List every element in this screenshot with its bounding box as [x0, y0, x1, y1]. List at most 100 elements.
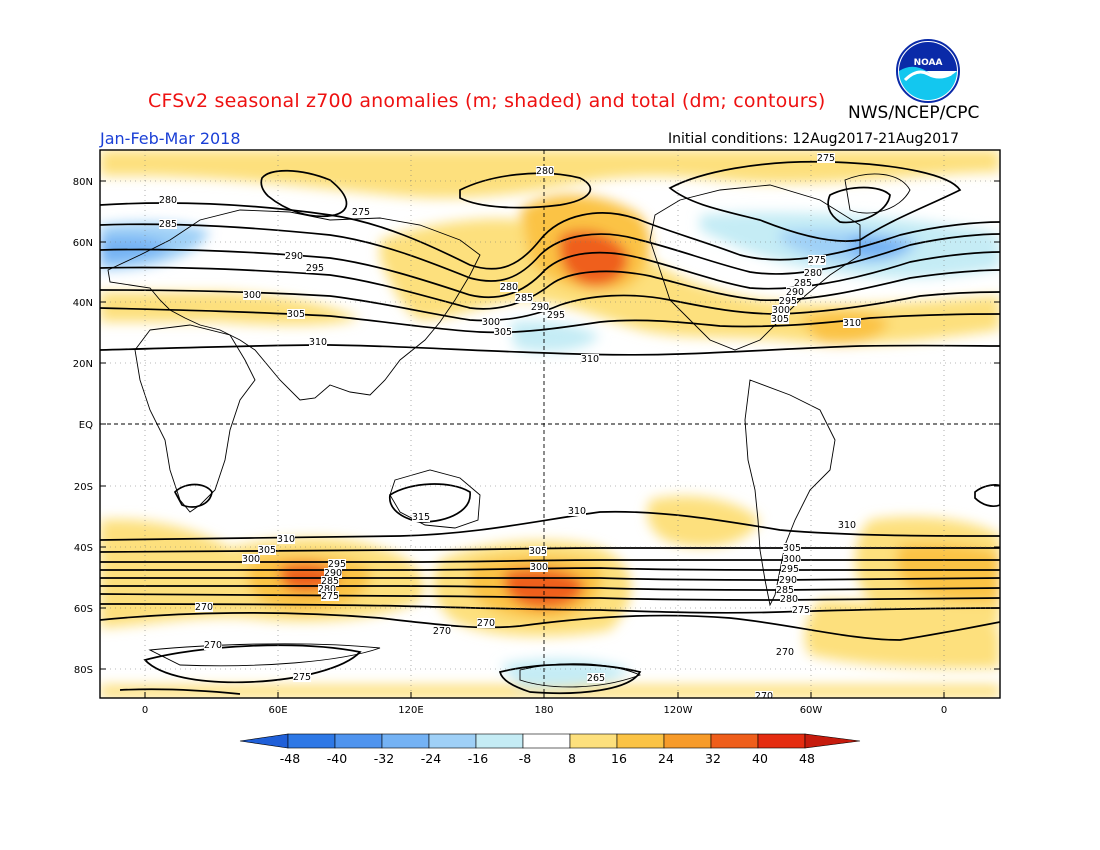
contour-label: 280: [804, 268, 822, 279]
contour-label-bg: [755, 691, 773, 698]
colorbar: -48 -40 -32 -24 -16 -8 8 16 24 32 40 48: [239, 733, 861, 766]
contour-label: 275: [321, 591, 339, 602]
colorbar-label: -16: [468, 751, 488, 766]
colorbar-label: 24: [658, 751, 674, 766]
lon-tick-label: 60E: [268, 705, 287, 716]
contour-label-bg: [306, 263, 324, 273]
contour-label-bg: [309, 337, 327, 347]
contour-label-bg: [477, 618, 495, 628]
colorbar-swatch: [569, 733, 618, 749]
contour-label-bg: [776, 585, 794, 595]
colorbar-swatch: [710, 733, 759, 749]
contour-label: 305: [258, 545, 276, 556]
south-america-coastline: [744, 379, 836, 607]
contour-label: 290: [779, 575, 797, 586]
contour-290-south: [100, 577, 1000, 581]
contour-label-bg: [352, 207, 370, 217]
contour-label: 290: [324, 568, 342, 579]
contour-label-bg: [783, 543, 801, 553]
contour-300: [100, 289, 1000, 322]
contour-label-bg: [808, 255, 826, 265]
contour-label: 270: [204, 640, 222, 651]
contour-label-bg: [277, 534, 295, 544]
contour-label-bg: [412, 512, 430, 522]
contour-265-antarctic: [498, 663, 642, 695]
contour-label: 310: [309, 337, 327, 348]
contour-label-bg: [494, 327, 512, 337]
lat-tick-label: 60S: [74, 604, 93, 615]
contour-label-bg: [779, 296, 797, 306]
contour-label: 265: [587, 673, 605, 684]
contour-label: 305: [494, 327, 512, 338]
contour-label-bg: [293, 672, 311, 682]
contour-label-bg: [242, 554, 260, 564]
colorbar-label: -40: [327, 751, 347, 766]
contour-label-bg: [531, 302, 549, 312]
contour-label-bg: [482, 317, 500, 327]
contour-label: 305: [529, 546, 547, 557]
colorbar-arrow-left: [239, 733, 289, 749]
contour-label-bg: [321, 576, 339, 586]
contour-label-bg: [780, 594, 798, 604]
lat-tick-label: 80N: [73, 177, 93, 188]
contour-280-arctic-center: [459, 172, 592, 209]
contour-label-bg: [771, 314, 789, 324]
lon-tick-label: 120W: [664, 705, 693, 716]
colorbar-swatch: [757, 733, 806, 749]
colorbar-label: -32: [374, 751, 394, 766]
contour-300-south: [100, 559, 1000, 563]
contour-label-bg: [779, 575, 797, 585]
colorbar-label: -8: [519, 751, 532, 766]
contour-label: 285: [794, 278, 812, 289]
contour-315-atlantic: [974, 484, 1000, 508]
initial-conditions-label: Initial conditions: 12Aug2017-21Aug2017: [668, 131, 959, 147]
africa-coastline: [134, 324, 256, 513]
contour-label: 310: [277, 534, 295, 545]
contour-label: 300: [242, 554, 260, 565]
contour-label-bg: [500, 282, 518, 292]
contour-label-bg: [817, 153, 835, 163]
contour-label-bg: [838, 520, 856, 530]
contour-label: 270: [195, 602, 213, 613]
contour-label: 275: [293, 672, 311, 683]
contour-label-bg: [285, 251, 303, 261]
lat-tick-label: 80S: [74, 665, 93, 676]
contour-label-bg: [843, 318, 861, 328]
greenland-coastline: [844, 173, 911, 214]
colorbar-swatch: [616, 733, 665, 749]
contour-label-bg: [786, 287, 804, 297]
contour-label-bg: [772, 305, 790, 315]
colorbar-swatch: [475, 733, 524, 749]
contour-label-bg: [515, 293, 533, 303]
contour-label-bg: [204, 640, 222, 650]
contour-label-bg: [195, 602, 213, 612]
map-title: CFSv2 seasonal z700 anomalies (m; shaded…: [148, 90, 826, 112]
contour-label: 285: [776, 585, 794, 596]
australia-coastline: [389, 469, 481, 529]
contour-label-bg: [258, 545, 276, 555]
contour-label: 305: [287, 309, 305, 320]
contour-label-bg: [159, 195, 177, 205]
contour-label-bg: [792, 605, 810, 615]
contour-label-bg: [547, 310, 565, 320]
contour-label: 300: [772, 305, 790, 316]
contour-label: 295: [781, 564, 799, 575]
contour-label: 280: [780, 594, 798, 605]
contour-labels: 2752802752802852902953003053102802852902…: [159, 153, 861, 698]
lat-tick-label: EQ: [79, 420, 93, 431]
lon-tick-label: 0: [941, 705, 947, 716]
lat-tick-label: 60N: [73, 238, 93, 249]
contour-label-bg: [529, 546, 547, 556]
contour-label-bg: [794, 278, 812, 288]
contour-label: 275: [817, 153, 835, 164]
contour-label: 310: [843, 318, 861, 329]
contour-label-bg: [287, 309, 305, 319]
contour-label: 285: [159, 219, 177, 230]
contour-275-south: [100, 603, 1000, 614]
contour-label: 305: [771, 314, 789, 325]
contour-280: [100, 202, 1000, 270]
colorbar-arrow-right: [804, 733, 861, 749]
contour-label: 280: [536, 166, 554, 177]
contour-label-bg: [318, 584, 336, 594]
